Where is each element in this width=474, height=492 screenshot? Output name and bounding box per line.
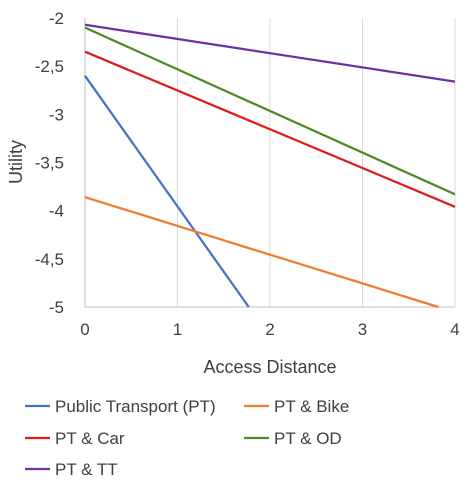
- x-tick-label: 0: [80, 320, 89, 339]
- x-tick-label: 4: [450, 320, 459, 339]
- gridlines: [84, 18, 456, 308]
- x-axis-ticks: 0 1 2 3 4: [80, 320, 459, 339]
- y-tick-label: -3: [49, 105, 64, 124]
- y-axis-ticks: -2 -2,5 -3 -3,5 -4 -4,5 -5: [35, 9, 64, 317]
- y-tick-label: -4,5: [35, 250, 64, 269]
- y-tick-label: -4: [49, 202, 64, 221]
- x-tick-label: 1: [173, 320, 182, 339]
- y-tick-label: -2,5: [35, 57, 64, 76]
- plot-lines: [84, 23, 456, 309]
- legend-label: PT & Car: [55, 429, 125, 448]
- y-tick-label: -2: [49, 9, 64, 28]
- legend-label: PT & OD: [274, 429, 342, 448]
- x-tick-label: 3: [358, 320, 367, 339]
- x-axis-title: Access Distance: [203, 357, 336, 377]
- series-line: [84, 75, 250, 308]
- y-tick-label: -5: [49, 298, 64, 317]
- y-tick-label: -3,5: [35, 154, 64, 173]
- series-line: [84, 50, 456, 208]
- y-axis-title: Utility: [6, 140, 26, 184]
- series-line: [84, 196, 439, 309]
- x-tick-label: 2: [265, 320, 274, 339]
- legend-label: PT & TT: [55, 460, 118, 479]
- legend: Public Transport (PT) PT & Bike PT & Car PT…: [25, 397, 349, 479]
- legend-label: PT & Bike: [274, 397, 349, 416]
- series-line: [84, 26, 456, 196]
- series-line: [84, 23, 456, 83]
- legend-label: Public Transport (PT): [55, 397, 216, 416]
